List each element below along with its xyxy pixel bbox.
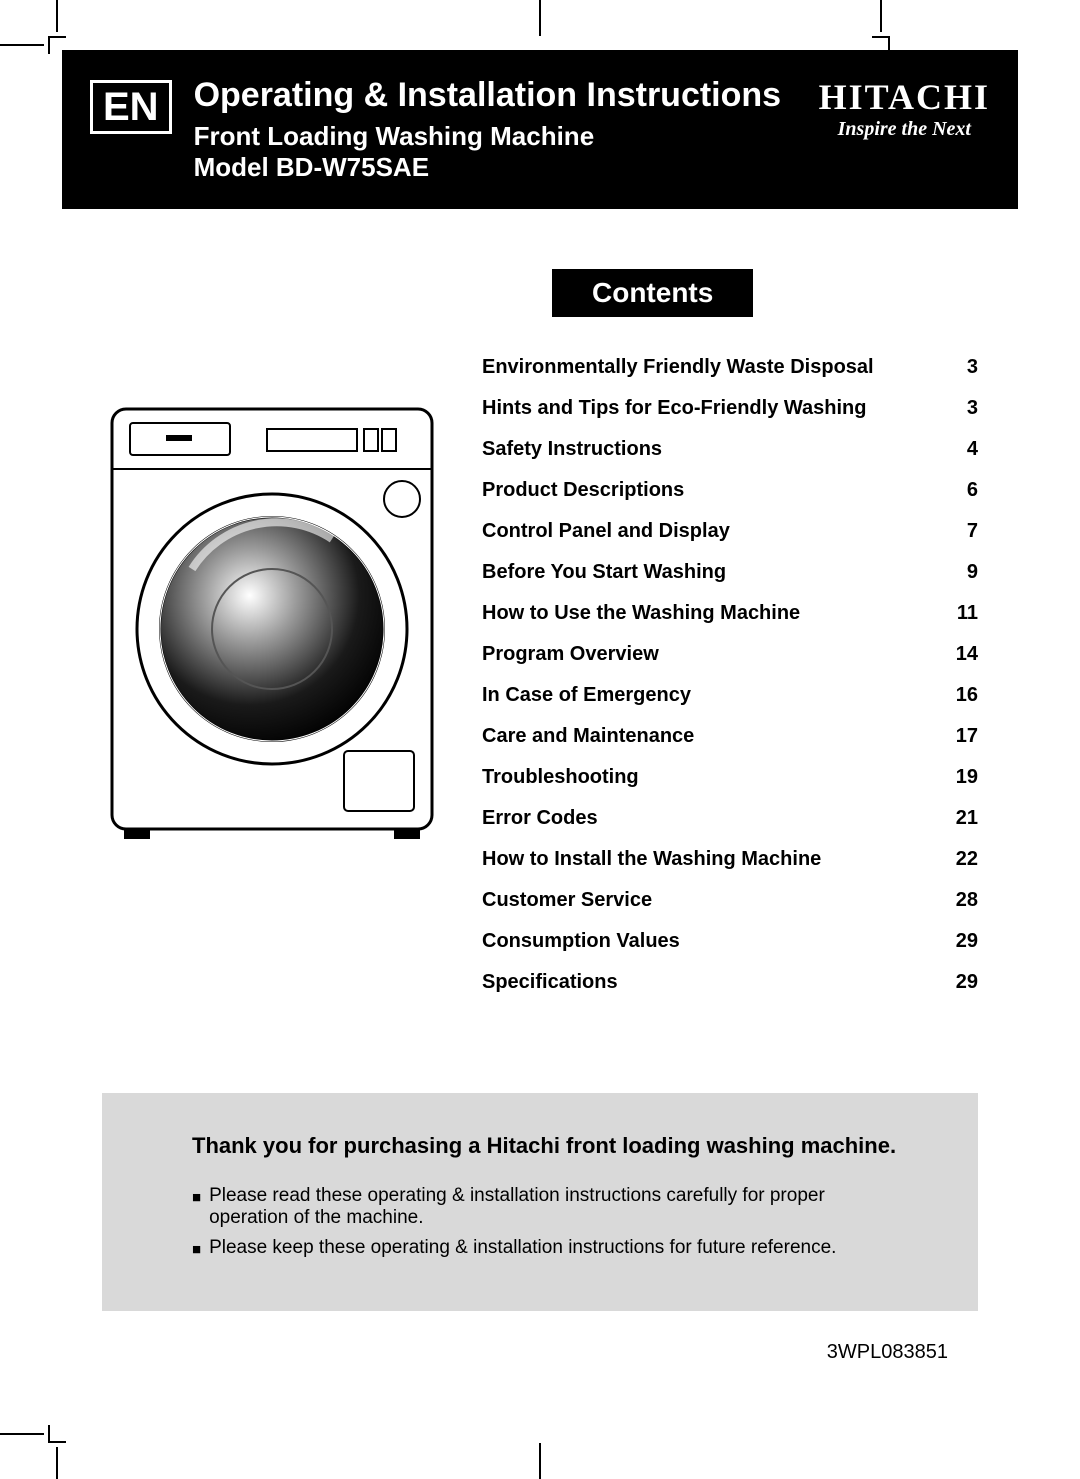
toc-label: Consumption Values [482,930,680,953]
toc-row: Safety Instructions 4 [482,429,978,470]
title-sub1: Front Loading Washing Machine [194,121,797,152]
toc-page: 29 [938,930,978,953]
toc-row: How to Use the Washing Machine 11 [482,593,978,634]
header-bar: EN Operating & Installation Instructions… [62,50,1018,209]
toc-row: Environmentally Friendly Waste Disposal 3 [482,347,978,388]
notice-title: Thank you for purchasing a Hitachi front… [192,1133,908,1159]
brand-block: HITACHI Inspire the Next [819,76,990,141]
toc-row: Troubleshooting 19 [482,757,978,798]
title-main: Operating & Installation Instructions [194,76,797,115]
toc-row: Customer Service 28 [482,880,978,921]
toc-page: 19 [938,766,978,789]
toc-row: Consumption Values 29 [482,921,978,962]
toc-label: Specifications [482,971,618,994]
toc-page: 28 [938,889,978,912]
toc-label: Environmentally Friendly Waste Disposal [482,356,874,379]
toc-page: 6 [938,479,978,502]
toc-page: 4 [938,438,978,461]
toc-page: 14 [938,643,978,666]
toc-page: 11 [938,602,978,625]
toc-page: 3 [938,356,978,379]
toc-row: Error Codes 21 [482,798,978,839]
toc-label: Control Panel and Display [482,520,730,543]
toc-page: 21 [938,807,978,830]
document-code: 3WPL083851 [62,1341,1018,1374]
manual-page: EN Operating & Installation Instructions… [62,50,1018,1429]
toc-row: Hints and Tips for Eco-Friendly Washing 3 [482,388,978,429]
notice-item: Please read these operating & installati… [192,1185,908,1229]
contents-heading: Contents [552,269,753,317]
toc-page: 29 [938,971,978,994]
toc-row: Care and Maintenance 17 [482,716,978,757]
notice-box: Thank you for purchasing a Hitachi front… [102,1093,978,1311]
toc-row: In Case of Emergency 16 [482,675,978,716]
toc-page: 7 [938,520,978,543]
toc-page: 16 [938,684,978,707]
toc-label: Safety Instructions [482,438,662,461]
title-sub2: Model BD-W75SAE [194,152,797,183]
toc-label: In Case of Emergency [482,684,691,707]
toc-row: Product Descriptions 6 [482,470,978,511]
toc-row: Program Overview 14 [482,634,978,675]
washing-machine-illustration [102,399,442,854]
toc-label: Product Descriptions [482,479,684,502]
toc-label: Hints and Tips for Eco-Friendly Washing [482,397,866,420]
toc-label: Before You Start Washing [482,561,726,584]
notice-item: Please keep these operating & installati… [192,1237,908,1263]
toc-label: Care and Maintenance [482,725,694,748]
brand-name: HITACHI [819,76,990,118]
notice-list: Please read these operating & installati… [192,1185,908,1263]
toc-row: Control Panel and Display 7 [482,511,978,552]
toc-row: Specifications 29 [482,962,978,1003]
toc-page: 17 [938,725,978,748]
brand-tagline: Inspire the Next [819,118,990,141]
toc-label: Customer Service [482,889,652,912]
toc-label: Error Codes [482,807,598,830]
toc-page: 22 [938,848,978,871]
toc-row: Before You Start Washing 9 [482,552,978,593]
toc-label: Program Overview [482,643,659,666]
toc-label: How to Install the Washing Machine [482,848,821,871]
title-block: Operating & Installation Instructions Fr… [194,76,797,183]
language-badge: EN [90,80,172,134]
toc-label: How to Use the Washing Machine [482,602,800,625]
table-of-contents: Contents Environmentally Friendly Waste … [482,269,978,1003]
toc-page: 9 [938,561,978,584]
toc-page: 3 [938,397,978,420]
toc-label: Troubleshooting [482,766,639,789]
toc-row: How to Install the Washing Machine 22 [482,839,978,880]
